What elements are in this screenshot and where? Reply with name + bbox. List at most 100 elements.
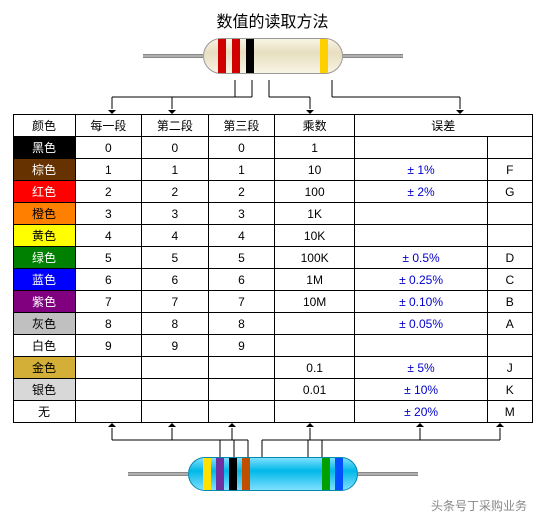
value-cell: [75, 379, 142, 401]
color-swatch-cell: 红色: [13, 181, 75, 203]
watermark-text: 头条号丁采购业务: [8, 497, 537, 514]
color-code-table: 颜色每一段第二段第三段乘数误差 黑色0001棕色11110± 1%F红色2221…: [13, 114, 533, 423]
value-cell: 4: [142, 225, 209, 247]
tolerance-code-cell: C: [488, 269, 532, 291]
arrows-top: [20, 80, 525, 114]
value-cell: 10: [275, 159, 355, 181]
table-row: 白色999: [13, 335, 532, 357]
lead-left: [143, 54, 203, 58]
table-row: 金色0.1± 5%J: [13, 357, 532, 379]
value-cell: 2: [75, 181, 142, 203]
color-swatch-cell: 紫色: [13, 291, 75, 313]
tolerance-cell: ± 20%: [355, 401, 488, 423]
value-cell: [75, 401, 142, 423]
table-row: 紫色77710M± 0.10%B: [13, 291, 532, 313]
page-title: 数值的读取方法: [8, 8, 537, 32]
table-row: 红色222100± 2%G: [13, 181, 532, 203]
value-cell: 0.01: [275, 379, 355, 401]
value-cell: 1: [208, 159, 275, 181]
value-cell: 5: [208, 247, 275, 269]
value-cell: 9: [75, 335, 142, 357]
resistor-5band: [8, 38, 537, 74]
color-band: [232, 39, 240, 73]
color-swatch-cell: 橙色: [13, 203, 75, 225]
value-cell: 0.1: [275, 357, 355, 379]
value-cell: 7: [208, 291, 275, 313]
color-swatch-cell: 无: [13, 401, 75, 423]
tolerance-cell: [355, 203, 488, 225]
color-band: [203, 458, 211, 490]
value-cell: [208, 401, 275, 423]
lead-left: [128, 472, 188, 476]
tolerance-code-cell: [488, 225, 532, 247]
color-swatch-cell: 绿色: [13, 247, 75, 269]
value-cell: 9: [142, 335, 209, 357]
value-cell: 10M: [275, 291, 355, 313]
value-cell: 100K: [275, 247, 355, 269]
band-gap: [255, 458, 317, 490]
tolerance-cell: [355, 137, 488, 159]
color-band: [242, 458, 250, 490]
tolerance-code-cell: J: [488, 357, 532, 379]
color-swatch-cell: 银色: [13, 379, 75, 401]
tolerance-cell: ± 0.05%: [355, 313, 488, 335]
table-row: 灰色888± 0.05%A: [13, 313, 532, 335]
color-swatch-cell: 白色: [13, 335, 75, 357]
table-row: 银色0.01± 10%K: [13, 379, 532, 401]
value-cell: 1: [142, 159, 209, 181]
resistor-6band: [8, 457, 537, 491]
value-cell: 4: [75, 225, 142, 247]
table-row: 无± 20%M: [13, 401, 532, 423]
color-swatch-cell: 黄色: [13, 225, 75, 247]
lead-right: [343, 54, 403, 58]
col-header: 误差: [355, 115, 532, 137]
value-cell: 0: [75, 137, 142, 159]
col-header: 第三段: [208, 115, 275, 137]
value-cell: [208, 379, 275, 401]
value-cell: 10K: [275, 225, 355, 247]
col-header: 第二段: [142, 115, 209, 137]
tolerance-cell: ± 10%: [355, 379, 488, 401]
tolerance-code-cell: B: [488, 291, 532, 313]
lead-right: [358, 472, 418, 476]
table-row: 棕色11110± 1%F: [13, 159, 532, 181]
value-cell: [142, 357, 209, 379]
table-row: 黄色44410K: [13, 225, 532, 247]
col-header: 颜色: [13, 115, 75, 137]
tolerance-cell: [355, 335, 488, 357]
value-cell: 1: [275, 137, 355, 159]
value-cell: 8: [75, 313, 142, 335]
value-cell: 5: [75, 247, 142, 269]
col-header: 每一段: [75, 115, 142, 137]
value-cell: 1: [75, 159, 142, 181]
value-cell: 6: [208, 269, 275, 291]
arrows-bottom: [20, 423, 525, 457]
value-cell: 3: [142, 203, 209, 225]
tolerance-cell: ± 5%: [355, 357, 488, 379]
value-cell: 1K: [275, 203, 355, 225]
value-cell: [275, 313, 355, 335]
value-cell: 2: [208, 181, 275, 203]
tolerance-cell: ± 1%: [355, 159, 488, 181]
color-band: [322, 458, 330, 490]
value-cell: 3: [208, 203, 275, 225]
tolerance-code-cell: D: [488, 247, 532, 269]
col-header: 乘数: [275, 115, 355, 137]
color-band: [320, 39, 328, 73]
tolerance-cell: ± 0.5%: [355, 247, 488, 269]
value-cell: 0: [208, 137, 275, 159]
tolerance-code-cell: [488, 137, 532, 159]
value-cell: 7: [142, 291, 209, 313]
tolerance-code-cell: [488, 203, 532, 225]
value-cell: [75, 357, 142, 379]
color-swatch-cell: 灰色: [13, 313, 75, 335]
tolerance-code-cell: [488, 335, 532, 357]
tolerance-cell: [355, 225, 488, 247]
color-band: [335, 458, 343, 490]
table-row: 黑色0001: [13, 137, 532, 159]
value-cell: [275, 401, 355, 423]
tolerance-code-cell: A: [488, 313, 532, 335]
band-gap: [260, 39, 314, 73]
color-band: [218, 39, 226, 73]
value-cell: [142, 379, 209, 401]
